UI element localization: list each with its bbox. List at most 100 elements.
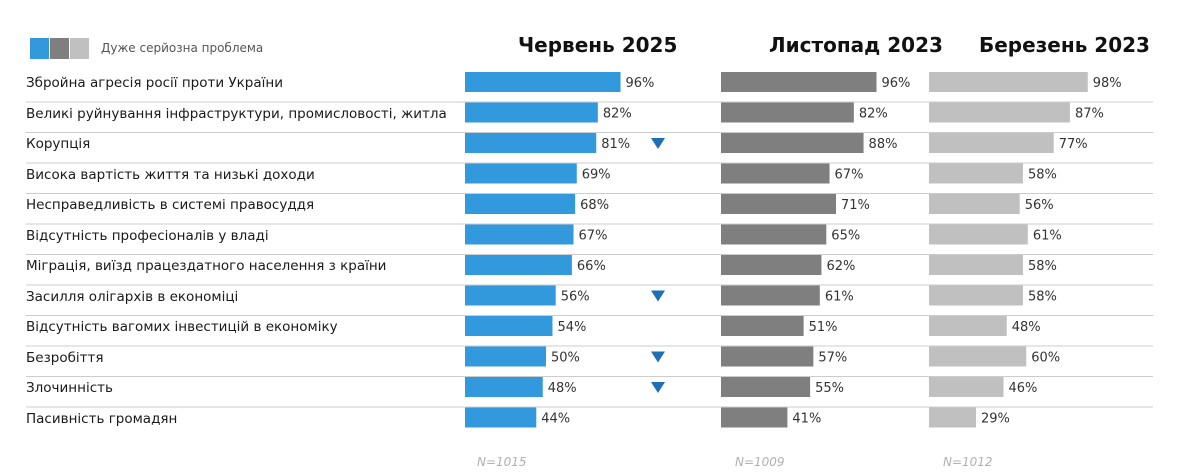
bar-june2025 [465,163,577,184]
bar-june2025 [465,377,543,397]
value-label-mar2023: 58% [1028,168,1057,183]
bar-mar2023 [929,163,1023,184]
bar-nov2023 [721,194,837,214]
decrease-arrow-icon [651,138,665,149]
value-label-june2025: 96% [626,76,655,91]
value-label-mar2023: 98% [1093,76,1122,91]
decrease-arrow-icon [651,351,665,363]
value-label-nov2023: 65% [831,229,860,244]
value-label-mar2023: 61% [1033,229,1062,244]
value-label-june2025: 44% [541,412,570,427]
category-label: Великі руйнування інфраструктури, промис… [26,105,447,122]
legend-swatch-nov2023 [50,37,69,59]
value-label-mar2023: 56% [1025,198,1054,213]
decrease-arrow-icon [651,382,665,393]
value-label-mar2023: 29% [981,412,1010,427]
bar-mar2023 [929,255,1023,275]
bar-nov2023 [721,285,820,306]
value-label-june2025: 54% [557,320,586,335]
bar-june2025 [465,407,537,428]
bar-nov2023 [721,255,822,275]
legend-swatch-june2025 [30,37,49,59]
value-label-mar2023: 58% [1028,259,1057,274]
bar-june2025 [465,316,553,336]
value-label-mar2023: 48% [1012,320,1041,335]
value-label-nov2023: 71% [841,198,870,213]
value-label-june2025: 69% [582,168,611,183]
bar-june2025 [465,346,546,367]
bar-nov2023 [721,346,814,367]
column-title-june2025: Червень 2025 [518,33,678,57]
category-label: Безробіття [26,349,104,366]
legend: Дуже серйозна проблема [30,37,263,59]
bar-mar2023 [929,346,1027,367]
decrease-arrow-icon [651,290,665,302]
value-label-nov2023: 41% [792,412,821,427]
bar-june2025 [465,224,574,245]
value-label-june2025: 68% [580,198,609,213]
category-label: Висока вартість життя та низькі доходи [26,166,315,183]
bar-mar2023 [929,133,1054,153]
bar-nov2023 [721,72,877,92]
bar-mar2023 [929,224,1028,245]
legend-swatch-mar2023 [70,37,89,59]
value-label-nov2023: 61% [825,290,854,305]
bar-mar2023 [929,194,1020,214]
value-label-june2025: 56% [561,290,590,305]
value-label-nov2023: 62% [826,259,855,274]
bar-mar2023 [929,102,1070,123]
value-label-june2025: 66% [577,259,606,274]
category-label: Засилля олігархів в економіці [26,288,239,305]
sample-size-june2025: N=1015 [477,455,527,469]
value-label-mar2023: 60% [1031,351,1060,366]
bar-nov2023 [721,163,830,184]
category-label: Відсутність вагомих інвестицій в економі… [26,319,338,335]
category-label: Несправедливість в системі правосуддя [26,197,315,213]
bar-june2025 [465,194,576,214]
value-label-mar2023: 58% [1028,290,1057,305]
bar-nov2023 [721,133,864,153]
value-label-nov2023: 51% [809,320,838,335]
sample-size-nov2023: N=1009 [735,455,785,469]
value-label-june2025: 67% [579,229,608,244]
value-label-mar2023: 77% [1059,137,1088,152]
value-label-nov2023: 88% [869,137,898,152]
value-label-nov2023: 67% [835,168,864,183]
value-label-nov2023: 57% [818,351,847,366]
category-label: Збройна агресія росії проти України [26,75,284,91]
bar-nov2023 [721,407,788,428]
value-label-june2025: 48% [548,381,577,396]
category-label: Пасивність громадян [26,410,178,427]
bar-nov2023 [721,377,811,397]
bar-mar2023 [929,377,1004,397]
bar-nov2023 [721,316,804,336]
value-label-nov2023: 55% [815,381,844,396]
value-label-june2025: 81% [601,137,630,152]
category-label: Відсутність професіоналів у владі [26,227,269,244]
bar-june2025 [465,102,598,123]
legend-label: Дуже серйозна проблема [101,41,264,55]
bar-mar2023 [929,407,976,428]
bar-june2025 [465,255,572,275]
bar-june2025 [465,133,597,153]
value-label-june2025: 82% [603,107,632,122]
bar-june2025 [465,285,556,306]
bar-nov2023 [721,224,827,245]
category-label: Міграція, виїзд працездатного населення … [26,258,387,274]
value-label-june2025: 50% [551,351,580,366]
value-label-nov2023: 82% [859,107,888,122]
bar-june2025 [465,72,621,92]
sample-size-mar2023: N=1012 [943,455,993,469]
value-label-mar2023: 87% [1075,107,1104,122]
bar-mar2023 [929,285,1023,306]
bar-nov2023 [721,102,854,123]
category-label: Злочинність [26,380,113,396]
column-title-mar2023: Березень 2023 [979,33,1150,57]
value-label-mar2023: 46% [1009,381,1038,396]
category-label: Корупція [26,136,91,152]
value-label-nov2023: 96% [882,76,911,91]
column-title-nov2023: Листопад 2023 [769,33,943,57]
bar-mar2023 [929,316,1007,336]
bar-mar2023 [929,72,1088,92]
